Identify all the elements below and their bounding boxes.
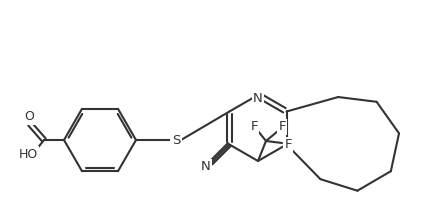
Text: N: N bbox=[253, 93, 263, 106]
Text: F: F bbox=[278, 121, 286, 134]
Text: N: N bbox=[201, 160, 210, 173]
Text: S: S bbox=[172, 134, 180, 147]
Text: F: F bbox=[284, 139, 292, 152]
Text: HO: HO bbox=[18, 148, 38, 161]
Text: O: O bbox=[24, 111, 34, 124]
Text: F: F bbox=[250, 121, 258, 134]
